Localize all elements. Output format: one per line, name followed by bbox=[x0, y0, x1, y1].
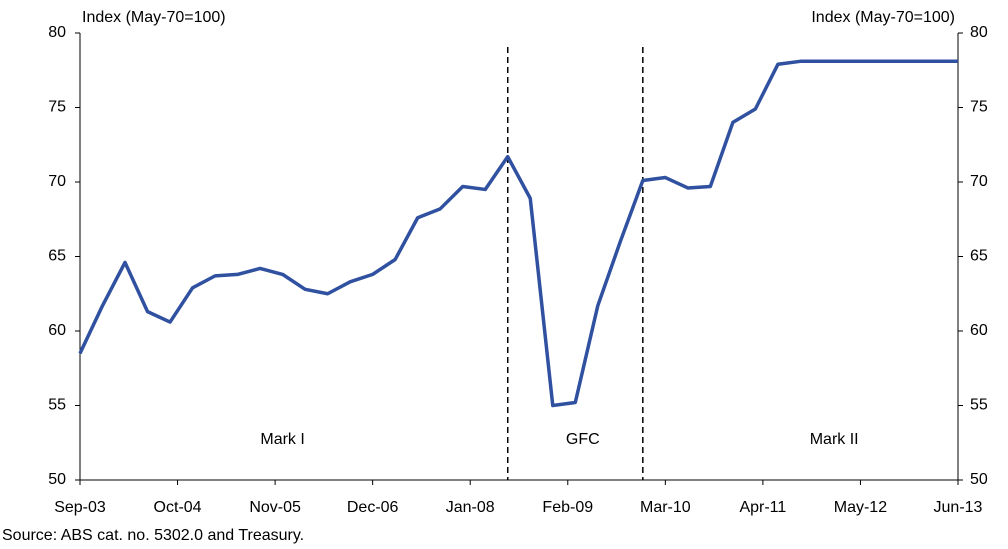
source-note: Source: ABS cat. no. 5302.0 and Treasury… bbox=[2, 527, 304, 544]
y-tick-label: 70 bbox=[48, 173, 66, 190]
period-label: GFC bbox=[566, 431, 600, 448]
period-label: Mark I bbox=[260, 431, 304, 448]
x-tick-label: Apr-11 bbox=[739, 499, 786, 516]
y-axis-label: Index (May-70=100) bbox=[82, 9, 226, 26]
y-tick-label: 80 bbox=[48, 24, 66, 41]
x-tick-label: Mar-10 bbox=[640, 499, 691, 516]
series-line bbox=[78, 59, 958, 408]
y-tick-label: 65 bbox=[48, 248, 66, 265]
x-tick-label: Dec-06 bbox=[347, 499, 399, 516]
y-tick-label: 60 bbox=[48, 322, 66, 339]
x-tick-label: Jan-08 bbox=[446, 499, 495, 516]
y2-tick-label: 60 bbox=[970, 322, 988, 339]
y-tick-label: 55 bbox=[48, 397, 66, 414]
x-tick-label: Oct-04 bbox=[154, 499, 202, 516]
y-tick-label: 75 bbox=[48, 99, 66, 116]
x-tick-label: Jun-13 bbox=[934, 499, 983, 516]
y2-tick-label: 65 bbox=[970, 248, 988, 265]
x-tick-label: Sep-03 bbox=[54, 499, 106, 516]
y2-axis-label: Index (May-70=100) bbox=[811, 9, 955, 26]
y2-tick-label: 70 bbox=[970, 173, 988, 190]
y2-tick-label: 50 bbox=[970, 471, 988, 488]
y2-tick-label: 55 bbox=[970, 397, 988, 414]
x-tick-label: Feb-09 bbox=[542, 499, 593, 516]
x-tick-label: Nov-05 bbox=[249, 499, 301, 516]
y-tick-label: 50 bbox=[48, 471, 66, 488]
period-label: Mark II bbox=[810, 431, 859, 448]
y2-tick-label: 75 bbox=[970, 99, 988, 116]
y2-tick-label: 80 bbox=[970, 24, 988, 41]
x-tick-label: May-12 bbox=[834, 499, 887, 516]
